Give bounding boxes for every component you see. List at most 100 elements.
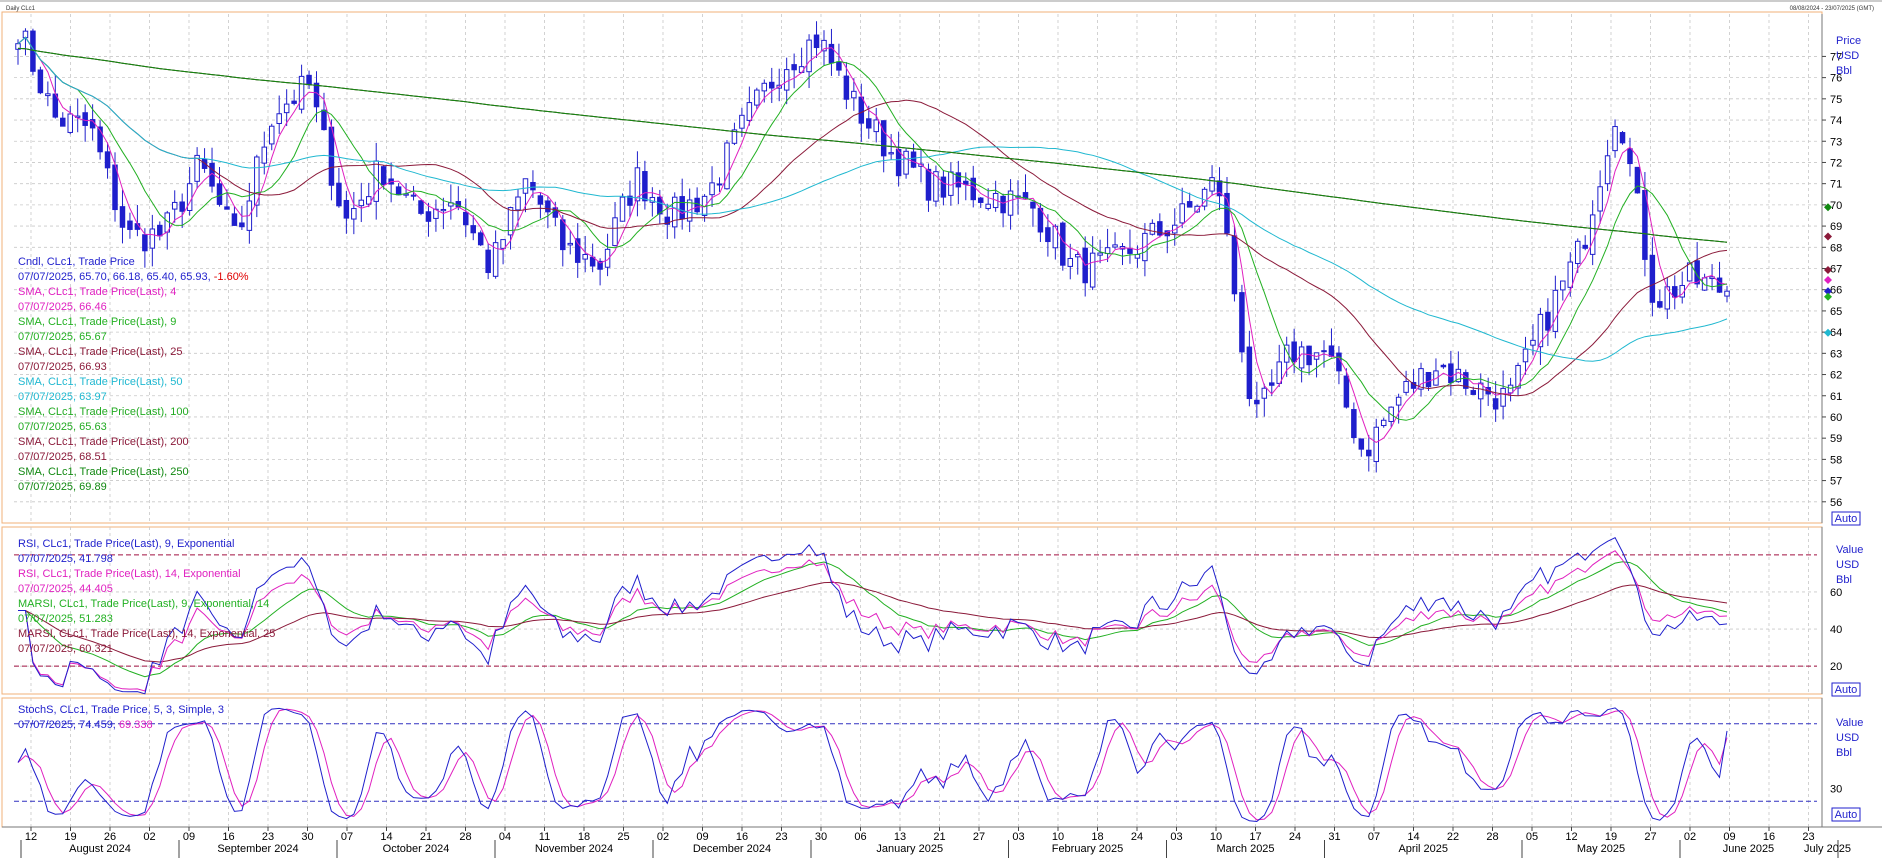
price-candle bbox=[828, 28, 835, 76]
x-day-label: 23 bbox=[1802, 831, 1814, 843]
price-candle bbox=[492, 230, 499, 279]
candle-body bbox=[955, 172, 962, 188]
price-candle bbox=[1000, 193, 1006, 228]
x-day-label: 30 bbox=[301, 831, 313, 843]
price-candle bbox=[410, 185, 417, 201]
candle-body bbox=[1448, 363, 1454, 384]
price-candle bbox=[358, 182, 365, 223]
candle-body bbox=[112, 164, 118, 211]
price-candle bbox=[1619, 130, 1626, 145]
candle-body bbox=[67, 113, 73, 133]
price-candle bbox=[1186, 192, 1193, 208]
price-candle bbox=[746, 86, 753, 126]
price-candle bbox=[1664, 277, 1671, 320]
price-candle bbox=[1373, 418, 1379, 473]
price-candle bbox=[567, 230, 574, 255]
price-candle bbox=[843, 62, 850, 110]
candle-body bbox=[1463, 372, 1469, 389]
candle-body bbox=[1104, 247, 1111, 254]
price-tick-label: 58 bbox=[1830, 454, 1842, 466]
candle-body bbox=[186, 183, 193, 211]
price-candle bbox=[298, 64, 305, 114]
candle-body bbox=[343, 199, 350, 219]
price-candle bbox=[716, 177, 723, 192]
candle-body bbox=[1336, 352, 1342, 372]
candle-body bbox=[500, 239, 506, 249]
price-candle bbox=[1216, 167, 1223, 211]
candle-body bbox=[813, 34, 820, 49]
price-candle bbox=[1567, 252, 1574, 297]
price-candle bbox=[1380, 417, 1387, 428]
price-axis[interactable]: 56 57 58 59 60 61 62 63 64 65 66 67 68 69 70 71 72 73 74 75… bbox=[1821, 14, 1861, 526]
candle-body bbox=[739, 114, 745, 129]
candle-body bbox=[254, 156, 260, 206]
stoch-unit-label: USD bbox=[1836, 732, 1859, 744]
price-pane[interactable] bbox=[1, 11, 1823, 524]
candle-body bbox=[724, 142, 730, 190]
x-day-label: 19 bbox=[1605, 831, 1617, 843]
rsi-pane[interactable] bbox=[1, 526, 1823, 695]
candle-body bbox=[828, 43, 835, 64]
price-candle bbox=[418, 199, 424, 216]
price-candle bbox=[851, 78, 857, 111]
candle-body bbox=[1589, 214, 1596, 255]
candle-body bbox=[1254, 399, 1260, 405]
x-day-label: 24 bbox=[1131, 831, 1143, 843]
candle-body bbox=[836, 61, 842, 71]
last-value-marker bbox=[1824, 203, 1832, 212]
x-day-label: 16 bbox=[736, 831, 748, 843]
x-day-label: 27 bbox=[1644, 831, 1656, 843]
price-candle bbox=[634, 151, 641, 217]
x-day-label: 03 bbox=[1170, 831, 1182, 843]
legend-rsi14-value: 07/07/2025, 44.405 bbox=[18, 583, 113, 595]
date-axis[interactable]: 12 19 26 02 09 16 23 30 07 14 21 28 04 11 18 25 02 09 16 23… bbox=[2, 826, 1882, 858]
price-tick-label: 71 bbox=[1830, 179, 1842, 191]
x-day-label: 21 bbox=[933, 831, 945, 843]
x-day-label: 02 bbox=[657, 831, 669, 843]
x-day-label: 16 bbox=[1763, 831, 1775, 843]
x-day-label: 09 bbox=[183, 831, 195, 843]
marsi-9-line bbox=[18, 561, 1728, 678]
price-candle bbox=[1179, 187, 1185, 229]
candle-body bbox=[1642, 189, 1648, 260]
price-candle bbox=[1246, 330, 1253, 407]
candle-body bbox=[1403, 380, 1409, 393]
price-candle bbox=[933, 165, 939, 207]
x-month-label: December 2024 bbox=[693, 843, 771, 855]
candle-body bbox=[119, 206, 126, 228]
x-day-label: 12 bbox=[25, 831, 37, 843]
stoch-value-axis[interactable]: 30 Value USD Bbl Auto bbox=[1821, 698, 1863, 827]
auto-scale-label: Auto bbox=[1835, 513, 1858, 525]
candle-body bbox=[216, 183, 223, 205]
candle-body bbox=[1246, 346, 1253, 400]
candle-body bbox=[82, 112, 88, 126]
candle-body bbox=[582, 253, 588, 260]
candle-body bbox=[1619, 132, 1626, 144]
candle-body bbox=[1418, 368, 1424, 390]
rsi-value-axis[interactable]: 20 40 60 Value USD Bbl Auto bbox=[1821, 527, 1863, 697]
price-candle bbox=[1276, 344, 1282, 387]
candle-body bbox=[276, 113, 282, 124]
rsi-9-line bbox=[18, 537, 1728, 695]
candle-body bbox=[179, 201, 185, 212]
stoch-tick-label: 30 bbox=[1830, 783, 1842, 795]
rsi-unit-label: Bbl bbox=[1836, 574, 1852, 586]
candle-body bbox=[1507, 384, 1514, 394]
price-candle bbox=[1537, 307, 1544, 366]
candle-body bbox=[1298, 346, 1305, 369]
price-tick-label: 66 bbox=[1830, 285, 1842, 297]
candle-body bbox=[201, 158, 208, 169]
candle-body bbox=[515, 196, 521, 211]
price-candle bbox=[268, 123, 275, 151]
candle-body bbox=[1380, 419, 1387, 427]
x-day-label: 13 bbox=[894, 831, 906, 843]
x-month-label: August 2024 bbox=[69, 843, 131, 855]
candle-body bbox=[933, 171, 939, 202]
candle-body bbox=[1231, 235, 1238, 295]
candle-body bbox=[567, 242, 574, 246]
x-day-label: 18 bbox=[578, 831, 590, 843]
stoch-unit-label: Value bbox=[1836, 717, 1863, 729]
price-tick-label: 72 bbox=[1830, 157, 1842, 169]
candle-body bbox=[1321, 350, 1327, 353]
candle-body bbox=[1343, 375, 1350, 408]
